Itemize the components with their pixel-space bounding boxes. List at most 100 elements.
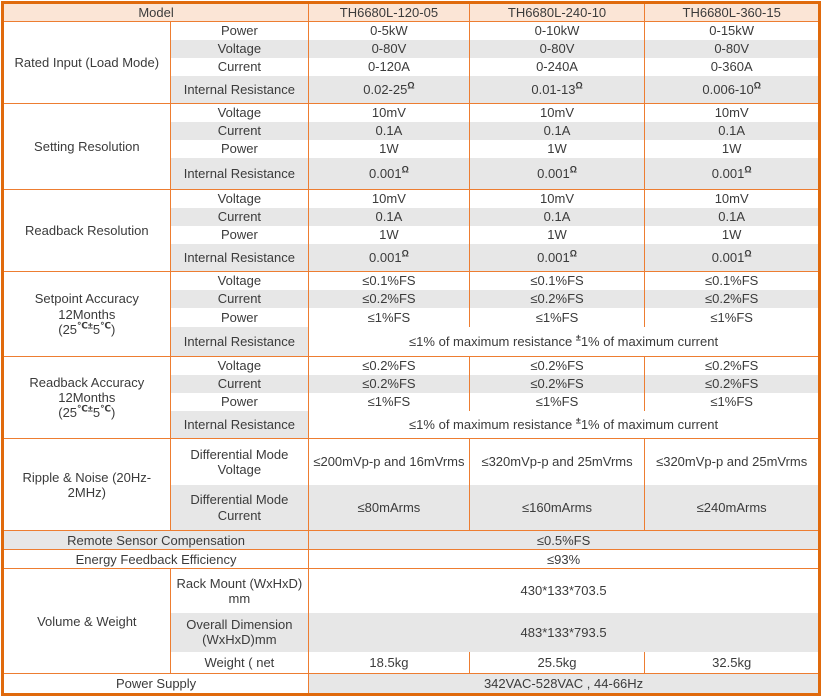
spec-value: 1W <box>644 225 820 244</box>
model-name-cell: TH6680L-120-05 <box>308 2 470 22</box>
section-title-line: Setpoint Accuracy <box>34 291 139 307</box>
model-name-cell: TH6680L-360-15 <box>644 2 820 22</box>
spec-value: 0-15kW <box>644 21 820 40</box>
table-row: Current 0-120A 0-240A 0-360A <box>3 57 820 76</box>
param-label: Power <box>169 139 309 158</box>
param-label: Differential Mode Voltage <box>169 438 309 485</box>
table-row: Current ≤0.2%FS ≤0.2%FS ≤0.2%FS <box>3 289 820 308</box>
spec-value: ≤1%FS <box>308 392 470 411</box>
spec-value: 0.001Ω <box>308 157 470 190</box>
spec-value: 10mV <box>468 189 645 208</box>
spec-value: ≤0.2%FS <box>644 356 820 375</box>
param-label: Voltage <box>169 39 309 58</box>
table-row: Rated Input (Load Mode) Power 0-5kW 0-10… <box>2 21 820 104</box>
param-label: Internal Resistance <box>169 410 309 439</box>
ohm-superscript: Ω <box>744 248 752 259</box>
spec-value: 0.01-13Ω <box>468 75 645 104</box>
table-row: Internal Resistance 0.001Ω 0.001Ω 0.001Ω <box>3 157 820 190</box>
spec-value: 0.1A <box>468 121 645 140</box>
param-label: Current <box>169 121 309 140</box>
spec-value: 10mV <box>308 189 470 208</box>
spec-value: ≤0.2%FS <box>308 356 470 375</box>
spec-value: 0.02-25Ω <box>308 75 470 104</box>
ohm-superscript: Ω <box>744 164 752 175</box>
param-label: Internal Resistance <box>169 326 309 357</box>
section-title-line: Readback Accuracy <box>29 374 145 390</box>
spec-value: 0-80V <box>644 39 820 58</box>
spec-value: 0-120A <box>308 57 470 76</box>
spec-value-span: ≤0.5%FS <box>308 530 820 550</box>
param-label: Weight ( net <box>169 651 309 674</box>
param-label: Differential Mode Current <box>169 484 309 531</box>
spec-value: ≤0.1%FS <box>468 271 645 290</box>
temperature-condition: (25℃±5℃) <box>58 320 116 337</box>
param-label: Current <box>169 289 309 308</box>
spec-value: ≤240mArms <box>644 484 820 531</box>
spec-value: 18.5kg <box>308 651 470 674</box>
table-row: Differential Mode Current ≤80mArms ≤160m… <box>3 484 820 531</box>
spec-value: 0.1A <box>644 207 820 226</box>
spec-value: 0.001Ω <box>644 243 820 272</box>
section-title-volume-weight: Volume & Weight <box>2 568 171 674</box>
table-row: Internal Resistance 0.001Ω 0.001Ω 0.001Ω <box>3 243 820 272</box>
param-label: Internal Resistance <box>169 75 309 104</box>
spec-value: ≤1%FS <box>468 392 645 411</box>
ohm-superscript: Ω <box>407 80 415 91</box>
spec-value: 10mV <box>644 189 820 208</box>
temperature-condition: (25℃±5℃) <box>58 404 116 421</box>
spec-value: 0.001Ω <box>468 157 645 190</box>
spec-value: 25.5kg <box>468 651 645 674</box>
spec-value: ≤0.2%FS <box>468 374 645 393</box>
spec-value: ≤160mArms <box>468 484 645 531</box>
plusminus-superscript: ± <box>575 415 581 426</box>
table-row: Voltage 0-80V 0-80V 0-80V <box>3 39 820 58</box>
ohm-superscript: Ω <box>569 248 577 259</box>
spec-value: ≤0.2%FS <box>644 374 820 393</box>
spec-value: 0-80V <box>308 39 470 58</box>
spec-value: ≤200mVp-p and 16mVrms <box>308 438 470 485</box>
spec-value: 1W <box>308 139 470 158</box>
spec-value: 0-10kW <box>468 21 645 40</box>
spec-value: 0-240A <box>468 57 645 76</box>
spec-value: ≤0.2%FS <box>308 374 470 393</box>
table-row: Current ≤0.2%FS ≤0.2%FS ≤0.2%FS <box>3 374 820 393</box>
spec-value: 10mV <box>468 103 645 122</box>
spec-value: ≤0.2%FS <box>468 356 645 375</box>
param-label: Voltage <box>169 271 309 290</box>
ohm-superscript: Ω <box>753 80 761 91</box>
table-row: Power ≤1%FS ≤1%FS ≤1%FS <box>3 307 820 327</box>
celsius-superscript: ℃ <box>100 320 112 331</box>
param-label: Rack Mount (WxHxD) mm <box>169 568 309 613</box>
celsius-superscript: ℃ <box>100 404 112 415</box>
table-row: Power ≤1%FS ≤1%FS ≤1%FS <box>3 392 820 411</box>
spec-value: ≤0.1%FS <box>644 271 820 290</box>
table-row: Internal Resistance ≤1% of maximum resis… <box>3 326 820 357</box>
spec-value-span: ≤1% of maximum resistance ±1% of maximum… <box>308 326 820 357</box>
spec-value: 1W <box>644 139 820 158</box>
spec-value: ≤0.2%FS <box>644 289 820 308</box>
table-row: Setpoint Accuracy 12Months (25℃±5℃) Volt… <box>2 271 820 357</box>
table-row: Setting Resolution Voltage 10mV 10mV 10m… <box>2 103 820 190</box>
spec-value: ≤80mArms <box>308 484 470 531</box>
param-label: Current <box>169 57 309 76</box>
section-title-line: 12Months <box>58 390 116 406</box>
param-label: Voltage <box>169 103 309 122</box>
table-row: Power Supply 342VAC-528VAC , 44-66Hz <box>2 673 820 695</box>
spec-value: 0.1A <box>468 207 645 226</box>
table-header-row: Model TH6680L-120-05 TH6680L-240-10 TH66… <box>2 2 820 22</box>
param-label: Power <box>169 225 309 244</box>
table-row: Remote Sensor Compensation ≤0.5%FS <box>2 530 820 550</box>
spec-value: 0.001Ω <box>308 243 470 272</box>
spec-value: 0-80V <box>468 39 645 58</box>
ohm-superscript: Ω <box>575 80 583 91</box>
spec-value: 0.001Ω <box>468 243 645 272</box>
table-row: Energy Feedback Efficiency ≤93% <box>2 549 820 569</box>
section-title-setpoint-accuracy: Setpoint Accuracy 12Months (25℃±5℃) <box>2 271 171 357</box>
ohm-superscript: Ω <box>569 164 577 175</box>
spec-value: ≤1%FS <box>644 307 820 327</box>
param-label: Voltage <box>169 356 309 375</box>
spec-value-span: 430*133*703.5 <box>308 568 820 613</box>
ohm-superscript: Ω <box>401 164 409 175</box>
spec-value: 1W <box>468 139 645 158</box>
section-title-line: 12Months <box>58 306 116 322</box>
